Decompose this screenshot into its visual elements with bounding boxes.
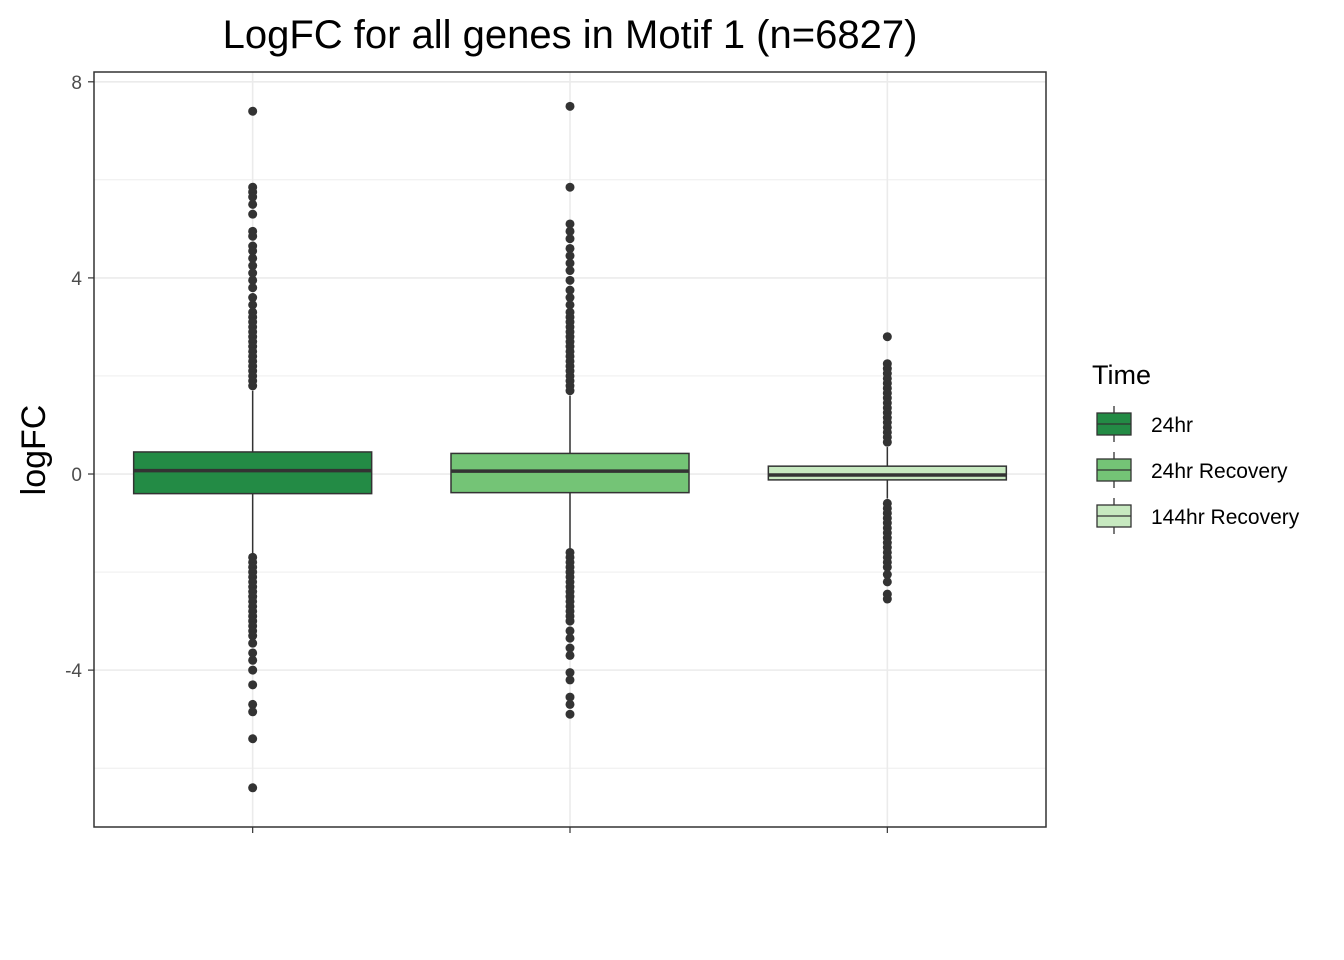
outlier-point <box>565 258 575 268</box>
outlier-point <box>565 219 575 229</box>
outlier-point <box>565 243 575 253</box>
box-group <box>767 332 1008 604</box>
outlier-point <box>248 106 258 116</box>
chart-title: LogFC for all genes in Motif 1 (n=6827) <box>223 13 918 57</box>
legend-label: 24hr Recovery <box>1151 460 1288 483</box>
outlier-point <box>248 665 258 675</box>
outlier-point <box>248 381 258 391</box>
box <box>132 451 373 495</box>
outlier-point <box>565 668 575 678</box>
outlier-point <box>248 648 258 658</box>
outlier-point <box>882 570 892 580</box>
outlier-point <box>248 246 258 256</box>
plot-panel-border <box>93 71 1047 828</box>
outlier-point <box>248 192 258 202</box>
box <box>767 465 1008 481</box>
outlier-point <box>565 650 575 660</box>
outlier-point <box>565 182 575 192</box>
outlier-point <box>248 209 258 219</box>
outlier-point <box>248 783 258 793</box>
legend-label: 24hr <box>1151 414 1193 437</box>
outlier-point <box>248 300 258 310</box>
outlier-point <box>565 226 575 236</box>
outlier-point <box>565 643 575 653</box>
outlier-point <box>565 709 575 719</box>
outlier-point <box>565 386 575 396</box>
outlier-point <box>248 655 258 665</box>
y-tick-label: 0 <box>71 465 82 486</box>
outlier-point <box>565 675 575 685</box>
y-tick-label: 4 <box>71 269 82 290</box>
outlier-point <box>248 707 258 717</box>
outlier-point <box>882 332 892 342</box>
legend: Time 24hr 24hr Recovery 144hr Recovery <box>1092 360 1300 534</box>
box-group <box>450 101 690 719</box>
outlier-point <box>565 251 575 261</box>
outlier-point <box>248 199 258 209</box>
outlier-point <box>565 275 575 285</box>
outlier-point <box>248 638 258 648</box>
outlier-point <box>248 283 258 293</box>
box <box>450 452 690 494</box>
outlier-point <box>565 293 575 303</box>
outlier-point <box>565 699 575 709</box>
outlier-point <box>565 692 575 702</box>
legend-label: 144hr Recovery <box>1151 506 1300 529</box>
y-axis: -4 0 4 8 <box>65 73 94 682</box>
y-axis-label: logFC <box>15 405 53 496</box>
outlier-point <box>565 616 575 626</box>
outlier-point <box>248 275 258 285</box>
outlier-point <box>248 699 258 709</box>
outlier-point <box>248 268 258 278</box>
outlier-point <box>248 261 258 271</box>
y-tick-label: -4 <box>65 661 82 682</box>
outlier-point <box>882 562 892 572</box>
outlier-point <box>248 631 258 641</box>
outlier-point <box>565 633 575 643</box>
outlier-point <box>565 234 575 244</box>
outlier-point <box>248 231 258 241</box>
outlier-point <box>248 253 258 263</box>
outlier-point <box>248 293 258 303</box>
y-tick-label: 8 <box>71 73 82 94</box>
outlier-point <box>248 680 258 690</box>
outlier-point <box>882 577 892 587</box>
outlier-point <box>565 101 575 111</box>
outlier-point <box>565 300 575 310</box>
outlier-point <box>565 285 575 295</box>
outlier-point <box>248 734 258 744</box>
outlier-point <box>565 266 575 276</box>
x-axis <box>252 827 888 833</box>
outlier-point <box>882 594 892 604</box>
box-group <box>132 106 373 793</box>
legend-title: Time <box>1092 360 1151 390</box>
box-series <box>132 101 1008 793</box>
outlier-point <box>882 437 892 447</box>
outlier-point <box>565 626 575 636</box>
